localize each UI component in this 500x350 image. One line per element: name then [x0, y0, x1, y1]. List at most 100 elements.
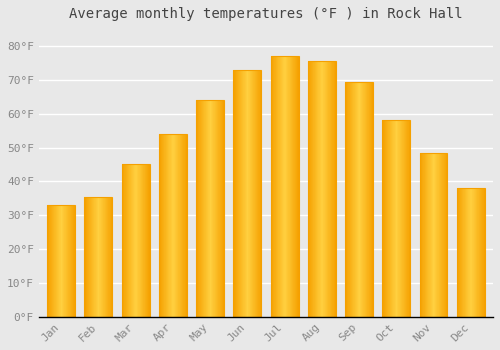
Bar	[173, 134, 174, 317]
Bar	[388, 120, 389, 317]
Bar	[457, 188, 458, 317]
Bar	[427, 153, 428, 317]
Bar	[275, 56, 276, 317]
Bar	[174, 134, 175, 317]
Bar	[89, 197, 90, 317]
Bar	[437, 153, 438, 317]
Bar	[69, 205, 70, 317]
Bar	[235, 70, 236, 317]
Bar	[387, 120, 388, 317]
Bar	[210, 100, 211, 317]
Bar	[382, 120, 383, 317]
Bar	[206, 100, 208, 317]
Bar	[209, 100, 210, 317]
Bar	[473, 188, 474, 317]
Bar	[63, 205, 64, 317]
Bar	[457, 188, 484, 317]
Bar	[325, 61, 326, 317]
Bar	[409, 120, 410, 317]
Bar	[364, 82, 365, 317]
Bar	[271, 56, 272, 317]
Bar	[244, 70, 245, 317]
Bar	[345, 82, 346, 317]
Bar	[438, 153, 439, 317]
Bar	[90, 197, 91, 317]
Bar	[168, 134, 169, 317]
Bar	[171, 134, 172, 317]
Bar	[53, 205, 54, 317]
Bar	[47, 205, 48, 317]
Bar	[136, 164, 138, 317]
Bar	[133, 164, 134, 317]
Bar	[73, 205, 74, 317]
Bar	[354, 82, 355, 317]
Bar	[402, 120, 403, 317]
Bar	[399, 120, 400, 317]
Bar	[201, 100, 202, 317]
Bar	[164, 134, 165, 317]
Bar	[294, 56, 295, 317]
Bar	[296, 56, 297, 317]
Bar	[162, 134, 163, 317]
Bar	[308, 61, 336, 317]
Bar	[110, 197, 111, 317]
Bar	[270, 56, 271, 317]
Bar	[57, 205, 58, 317]
Bar	[111, 197, 112, 317]
Bar	[353, 82, 354, 317]
Bar	[74, 205, 75, 317]
Bar	[432, 153, 433, 317]
Bar	[246, 70, 247, 317]
Bar	[422, 153, 423, 317]
Bar	[297, 56, 298, 317]
Bar	[131, 164, 132, 317]
Bar	[276, 56, 278, 317]
Bar	[102, 197, 103, 317]
Bar	[270, 56, 298, 317]
Bar	[469, 188, 470, 317]
Bar	[356, 82, 357, 317]
Bar	[291, 56, 292, 317]
Bar	[431, 153, 432, 317]
Bar	[436, 153, 437, 317]
Bar	[93, 197, 94, 317]
Bar	[420, 153, 448, 317]
Bar	[126, 164, 127, 317]
Bar	[215, 100, 216, 317]
Bar	[220, 100, 222, 317]
Bar	[58, 205, 59, 317]
Bar	[317, 61, 318, 317]
Bar	[314, 61, 315, 317]
Bar	[348, 82, 349, 317]
Bar	[359, 82, 360, 317]
Bar	[84, 197, 112, 317]
Bar	[478, 188, 479, 317]
Bar	[125, 164, 126, 317]
Bar	[138, 164, 139, 317]
Bar	[421, 153, 422, 317]
Bar	[122, 164, 150, 317]
Bar	[149, 164, 150, 317]
Bar	[312, 61, 313, 317]
Bar	[350, 82, 351, 317]
Bar	[329, 61, 330, 317]
Bar	[101, 197, 102, 317]
Bar	[383, 120, 384, 317]
Bar	[330, 61, 332, 317]
Bar	[54, 205, 55, 317]
Bar	[429, 153, 430, 317]
Bar	[143, 164, 144, 317]
Bar	[139, 164, 140, 317]
Bar	[107, 197, 108, 317]
Bar	[396, 120, 397, 317]
Bar	[124, 164, 125, 317]
Bar	[204, 100, 205, 317]
Bar	[349, 82, 350, 317]
Bar	[208, 100, 209, 317]
Bar	[260, 70, 262, 317]
Bar	[458, 188, 459, 317]
Bar	[481, 188, 482, 317]
Bar	[141, 164, 142, 317]
Bar	[346, 82, 348, 317]
Bar	[205, 100, 206, 317]
